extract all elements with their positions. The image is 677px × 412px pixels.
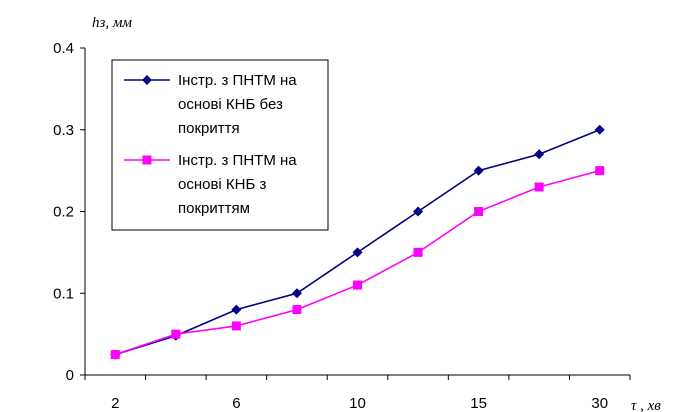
legend-label: покриття	[178, 120, 240, 137]
data-point	[110, 350, 120, 360]
legend-marker	[142, 155, 152, 165]
x-tick-label: 30	[591, 395, 608, 412]
x-tick-label: 10	[349, 395, 366, 412]
legend-label: Інстр. з ПНТМ на	[178, 72, 297, 89]
data-point	[473, 165, 484, 176]
data-point	[413, 206, 424, 217]
data-point	[413, 247, 423, 257]
plot-area: 0 0.1 0.2 0.3 0.4 2 6 10 15 30	[53, 40, 631, 412]
x-axis-title: τ , хв	[631, 398, 661, 412]
data-point	[474, 207, 484, 216]
legend-label: Інстр. з ПНТМ на	[178, 152, 297, 169]
series-layer	[110, 124, 605, 360]
x-ticks: 2 6 10 15 30	[84, 375, 631, 412]
data-point	[171, 329, 181, 339]
legend-entry-2: Інстр. з ПНТМ на основі КНБ з покриттям	[124, 152, 297, 217]
y-axis-title: hз, мм	[92, 15, 132, 31]
data-point	[534, 182, 544, 192]
data-point	[291, 288, 302, 299]
data-point	[594, 124, 605, 135]
y-tick-label: 0.1	[53, 285, 74, 302]
x-tick-label: 6	[232, 395, 240, 412]
legend-label: основі КНБ з	[178, 176, 267, 193]
y-tick-label: 0	[66, 367, 74, 384]
data-point	[231, 321, 241, 331]
data-point	[292, 305, 302, 315]
series-2	[110, 166, 605, 360]
y-tick-label: 0.4	[53, 40, 74, 57]
data-point	[352, 247, 363, 258]
legend-marker	[142, 75, 152, 85]
legend-label: основі КНБ без	[178, 96, 283, 113]
data-point	[231, 304, 242, 315]
data-point	[534, 149, 545, 160]
legend-entry-1: Інстр. з ПНТМ на основі КНБ без покриття	[124, 72, 297, 137]
y-ticks: 0 0.1 0.2 0.3 0.4	[53, 40, 85, 384]
legend-box	[111, 59, 329, 231]
x-tick-label: 2	[111, 395, 119, 412]
data-point	[353, 280, 362, 290]
y-tick-label: 0.2	[53, 204, 74, 221]
data-point	[595, 166, 605, 176]
y-tick-label: 0.3	[53, 122, 74, 139]
legend-label: покриттям	[178, 200, 250, 217]
x-tick-label: 15	[470, 395, 487, 412]
